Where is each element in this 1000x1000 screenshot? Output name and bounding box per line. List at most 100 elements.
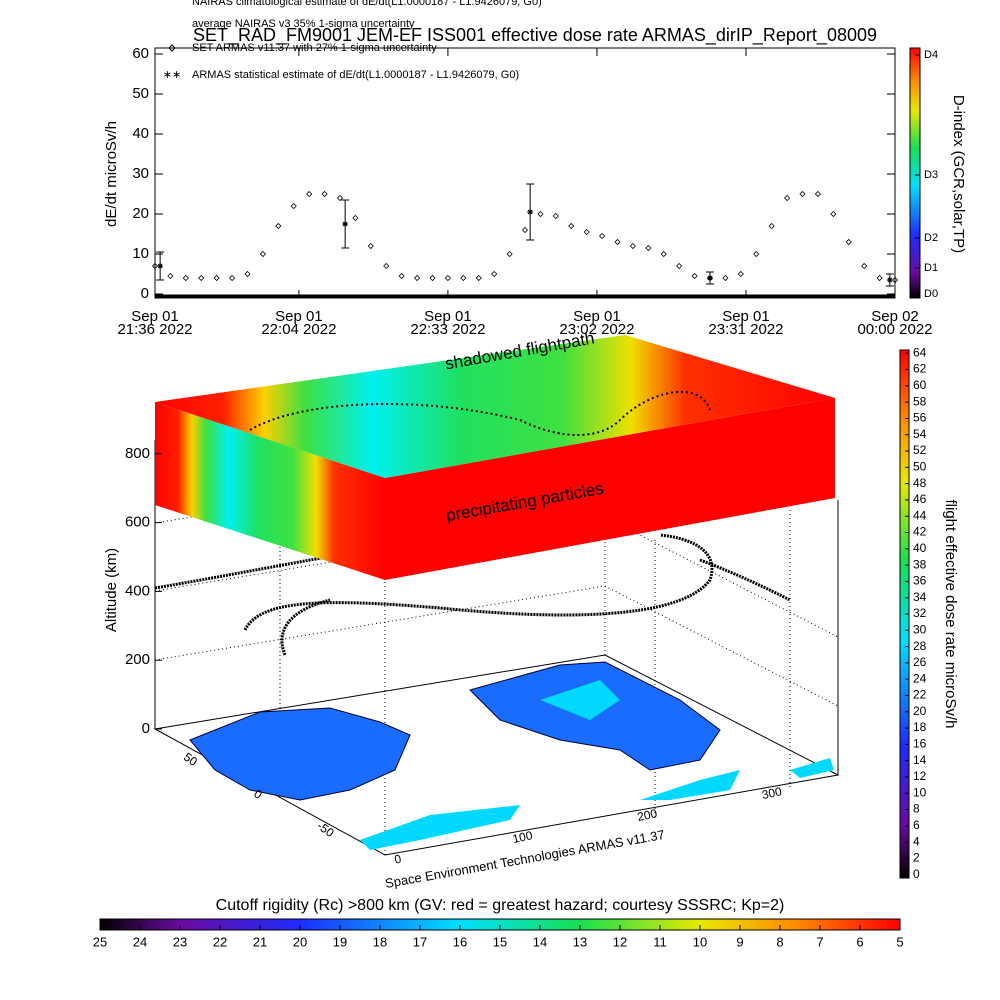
land [540, 680, 620, 720]
colorbar-tick-label: 2 [913, 851, 920, 865]
point [521, 226, 529, 234]
shadowed-path [249, 390, 711, 436]
colorbar-tick-label: 12 [613, 934, 627, 949]
point [784, 194, 791, 202]
colorbar-tick-label: 58 [913, 394, 927, 408]
colorbar-tick-label: 4 [913, 834, 920, 848]
colorbar-tick-label: 56 [913, 411, 927, 425]
point [383, 262, 390, 270]
point [583, 228, 590, 236]
point [614, 238, 621, 246]
y-axis-label: dE/dt microSv/h [103, 121, 120, 227]
point [552, 212, 559, 220]
point [229, 274, 236, 282]
altitude-tick-label: 200 [125, 651, 150, 668]
colorbar-tick-label: 42 [913, 525, 927, 539]
point [629, 242, 636, 250]
point [814, 190, 821, 198]
colorbar-tick-label: 16 [453, 934, 467, 949]
colorbar-tick-label: 6 [856, 934, 863, 949]
grid [154, 585, 606, 661]
colorbar-tick-label: 62 [913, 362, 927, 376]
colorbar-tick-label: 5 [896, 934, 903, 949]
altitude-tick-label: 400 [125, 582, 150, 599]
colorbar-tick-label: 44 [913, 508, 927, 522]
slab-top [155, 335, 835, 478]
colorbar-tick-label: 25 [93, 934, 107, 949]
colorbar-tick-label: 50 [913, 460, 927, 474]
altitude-label: Altitude (km) [103, 548, 120, 632]
colorbar-tick-label: 8 [776, 934, 783, 949]
flightpath [154, 533, 791, 656]
point [676, 262, 683, 270]
colorbar-tick-label: 54 [913, 427, 927, 441]
legend-entry: SET ARMAS v11.37 with 27% 1-sigma uncert… [192, 42, 437, 54]
colorbar-tick-label: 10 [913, 785, 927, 799]
point [306, 190, 313, 198]
y-tick-label: 20 [132, 205, 149, 222]
colorbar-tick-label: 23 [173, 934, 187, 949]
y-tick-label: 40 [132, 125, 149, 142]
colorbar-tick-label: 32 [913, 606, 927, 620]
colorbar-tick-label: 0 [913, 867, 920, 881]
colorbar-tick-label: 20 [293, 934, 307, 949]
colorbar-tick-label: 20 [913, 704, 927, 718]
point [707, 275, 713, 281]
plot-frame [154, 47, 896, 299]
point [167, 272, 174, 280]
colorbar-tick-label: 17 [413, 934, 427, 949]
colorbar-tick-label: 64 [913, 345, 927, 359]
colorbar-tick-label: 7 [816, 934, 823, 949]
y2-tick-label: D4 [924, 49, 938, 61]
x-tick-label: 23:31 2022 [708, 321, 783, 338]
point [259, 250, 266, 258]
point [799, 190, 806, 198]
y2-tick-label: D0 [924, 288, 938, 300]
point [336, 194, 344, 202]
x-tick-label: 22:33 2022 [410, 321, 485, 338]
colorbar-tick-label: 24 [133, 934, 147, 949]
lon-tick-label: 300 [761, 784, 784, 802]
colorbar-tick-label: 30 [913, 622, 927, 636]
point [444, 274, 451, 282]
point [398, 272, 405, 280]
point [475, 274, 482, 282]
point [537, 210, 544, 218]
point [198, 274, 205, 282]
colorbar-tick-label: 10 [693, 934, 707, 949]
point [891, 276, 899, 284]
colorbar-tick-label: 48 [913, 476, 927, 490]
y-tick-label: 0 [141, 285, 149, 302]
colorbar-tick-label: 18 [913, 720, 927, 734]
colorbar-tick-label: 36 [913, 574, 927, 588]
legend-marker: ∗∗ [163, 69, 181, 81]
colorbar-tick-label: 16 [913, 737, 927, 751]
land [790, 758, 834, 778]
lon-tick-label: 200 [636, 806, 659, 824]
legend-marker [168, 44, 176, 52]
point [691, 272, 698, 280]
chart-title: SET_RAD_FM9001 JEM-EF ISS001 effective d… [193, 25, 877, 46]
point [599, 232, 606, 240]
colorbar-tick-label: 26 [913, 655, 927, 669]
point [342, 221, 349, 227]
land [640, 770, 740, 800]
point [429, 274, 436, 282]
point [275, 222, 282, 230]
slab-front [385, 398, 835, 580]
x-tick-label: Sep 02 [871, 308, 919, 325]
y-tick-label: 60 [132, 45, 149, 62]
point [861, 262, 868, 270]
point [213, 274, 220, 282]
legend-entry: NAIRAS climatological estimate of dE/dt(… [192, 0, 542, 8]
y2-tick-label: D1 [924, 262, 938, 274]
legend-note: average NAIRAS v3 35% 1-sigma uncertaint… [192, 18, 415, 30]
point [845, 238, 852, 246]
legend-entry: ARMAS statistical estimate of dE/dt(L1.0… [192, 69, 519, 81]
colorbar-tick-label: 60 [913, 378, 927, 392]
x-tick-label: Sep 01 [722, 308, 770, 325]
point [527, 209, 534, 215]
lon-tick-label: 0 [393, 852, 403, 867]
point [321, 190, 328, 198]
colorbar-tick-label: 14 [533, 934, 547, 949]
